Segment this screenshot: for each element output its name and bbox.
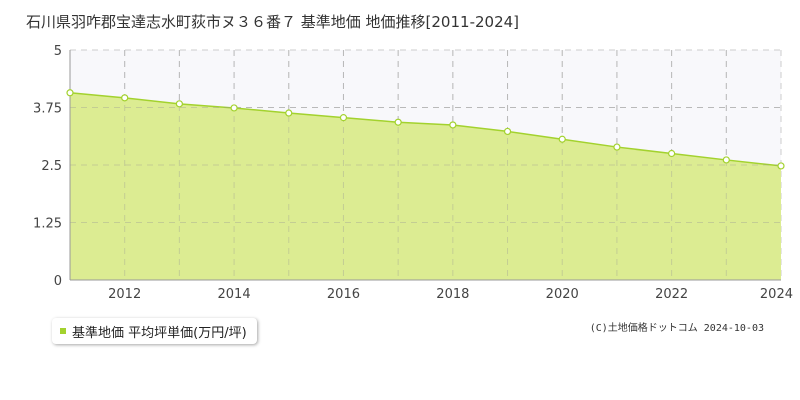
axes <box>69 50 781 281</box>
y-tick-label: 5 <box>54 44 62 59</box>
x-tick-label: 2024 <box>760 287 793 302</box>
x-tick-label: 2014 <box>218 287 251 302</box>
data-point <box>668 149 676 158</box>
data-point <box>230 104 238 112</box>
data-point <box>503 127 512 136</box>
data-point <box>558 135 566 143</box>
x-tick-label: 2020 <box>546 287 579 302</box>
copyright: (C)土地価格ドットコム 2024-10-03 <box>589 323 764 334</box>
data-point <box>394 118 402 126</box>
series-fill <box>70 92 781 280</box>
y-tick-label: 0 <box>54 274 62 289</box>
data-point <box>613 143 621 151</box>
data-point <box>121 94 129 102</box>
data-point <box>722 156 730 164</box>
data-point <box>339 114 348 122</box>
data-point <box>777 162 785 170</box>
x-tick-label: 2016 <box>327 287 360 302</box>
x-tick-label: 2022 <box>655 287 688 302</box>
x-tick-label: 2012 <box>108 287 141 302</box>
data-point <box>285 109 293 117</box>
legend: 基準地価 平均坪単価(万円/坪) <box>52 318 257 344</box>
tick-labels: 0 1.25 2.5 3.75 5 2012 2014 2016 2018 2020 2022 202… <box>33 44 793 302</box>
series-area <box>69 92 782 280</box>
series-points <box>66 89 785 170</box>
data-point <box>175 100 183 108</box>
series-line <box>69 92 782 167</box>
legend-label: 基準地価 平均坪単価(万円/坪) <box>72 325 247 341</box>
y-tick-label: 2.5 <box>41 159 62 174</box>
data-point <box>66 89 74 97</box>
x-tick-label: 2018 <box>436 287 469 302</box>
y-tick-label: 1.25 <box>33 217 62 232</box>
data-point <box>449 121 457 129</box>
legend-swatch <box>60 328 66 334</box>
y-tick-label: 3.75 <box>33 102 62 117</box>
chart-title: 石川県羽咋郡宝達志水町荻市ヌ３６番７ 基準地価 地価推移[2011-2024] <box>26 13 520 31</box>
